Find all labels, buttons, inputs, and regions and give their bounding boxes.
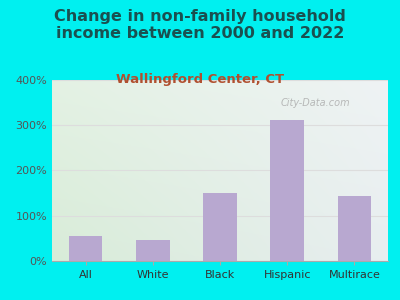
Text: Wallingford Center, CT: Wallingford Center, CT	[116, 74, 284, 86]
Bar	[69, 236, 102, 261]
Bar	[203, 193, 237, 261]
Text: City-Data.com: City-Data.com	[280, 98, 350, 108]
Bar	[338, 196, 371, 261]
Bar	[136, 240, 170, 261]
Text: Change in non-family household
income between 2000 and 2022: Change in non-family household income be…	[54, 9, 346, 41]
Bar	[270, 120, 304, 261]
